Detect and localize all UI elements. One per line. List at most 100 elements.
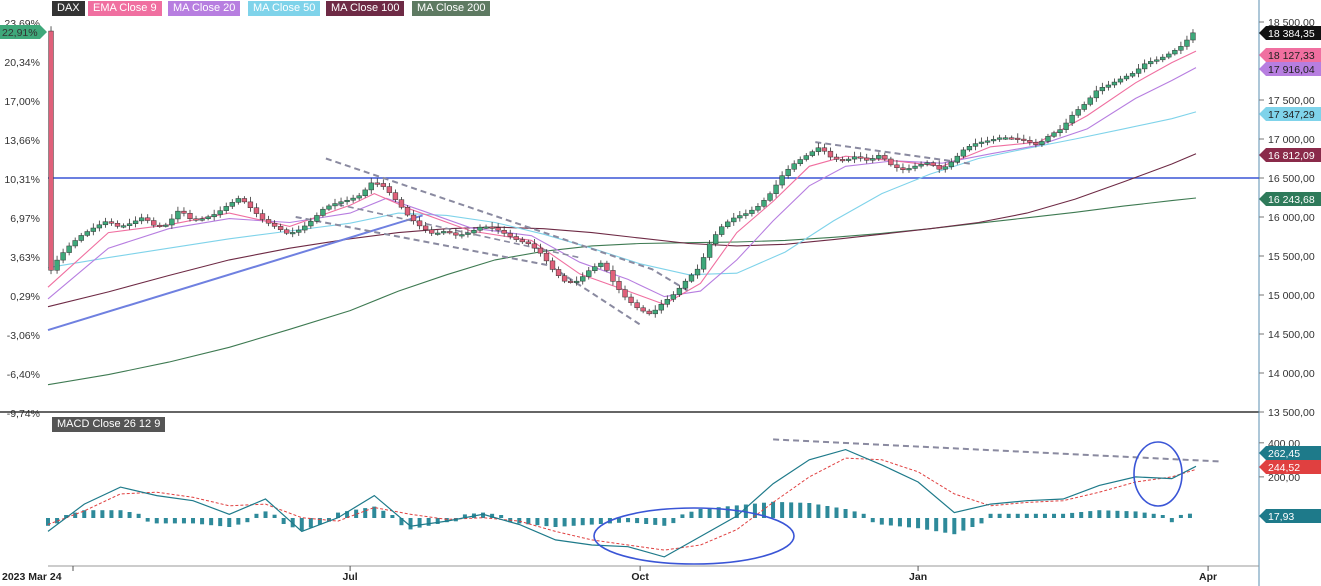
candle-body (737, 215, 743, 219)
legend-item[interactable]: MA Close 200 (412, 1, 491, 16)
candle-body (368, 182, 374, 191)
candle-body (694, 268, 701, 276)
macd-histogram-bar (789, 502, 794, 518)
macd-histogram-bar (1097, 510, 1102, 518)
macd-histogram-bar (635, 518, 640, 524)
candle-body (344, 199, 350, 203)
candle-body (259, 213, 266, 220)
last-value-badge (1259, 107, 1321, 121)
candle-body (773, 184, 779, 194)
macd-histogram-bar (816, 504, 821, 518)
macd-histogram-bar (1061, 513, 1066, 518)
candle-body (489, 226, 495, 229)
candle-body (785, 168, 791, 176)
macd-histogram-bar (145, 518, 150, 522)
candle-body (356, 195, 362, 199)
macd-histogram-bar (916, 518, 921, 529)
x-axis-tick: Jan (909, 571, 927, 583)
candle-body (676, 287, 683, 295)
ema-9-line (47, 50, 1197, 306)
macd-histogram-bar (345, 511, 350, 518)
candle-body (882, 155, 888, 160)
candle-body (815, 147, 822, 152)
macd-histogram-bar (979, 518, 984, 524)
candle-body (223, 206, 229, 211)
x-axis-tick: 2023 Mar 24 (2, 571, 62, 583)
macd-histogram-bar (1160, 515, 1165, 518)
candle-body (972, 143, 979, 147)
candle-body (870, 158, 876, 161)
candle-body (187, 213, 193, 220)
right-axis-tick: 14 500,00 (1268, 329, 1315, 341)
legend-item[interactable]: EMA Close 9 (88, 1, 162, 16)
candle-body (719, 226, 725, 235)
candle-body (574, 280, 580, 283)
candle-body (924, 162, 930, 165)
macd-histogram-bar (191, 518, 196, 524)
candle-body (1087, 97, 1093, 105)
candle-body (821, 147, 828, 152)
candle-body (422, 225, 429, 231)
macd-histogram-bar (1033, 513, 1038, 518)
candle-body (447, 231, 453, 234)
legend-item[interactable]: DAX (52, 1, 85, 16)
candle-body (477, 226, 483, 231)
macd-histogram-bar (444, 518, 449, 523)
candle-body (163, 224, 169, 227)
candle-body (435, 232, 441, 235)
candle-body (519, 239, 525, 243)
last-value-text: 18 384,35 (1268, 28, 1315, 40)
candle-body (978, 141, 985, 144)
candle-body (622, 289, 628, 298)
macd-histogram-bar (399, 518, 404, 526)
macd-histogram-bar (109, 510, 114, 518)
candle-body (990, 139, 997, 142)
candle-body (918, 164, 924, 167)
macd-histogram-bar (997, 513, 1002, 518)
x-axis-tick: Apr (1199, 571, 1217, 583)
candle-body (495, 227, 501, 231)
candle-body (1105, 84, 1112, 88)
macd-histogram-bar (761, 502, 766, 518)
left-axis-tick: -6,40% (7, 369, 40, 381)
macd-histogram-bar (490, 513, 495, 518)
macd-histogram-bar (136, 513, 141, 518)
right-axis-tick: 16 500,00 (1268, 173, 1315, 185)
candle-body (1063, 122, 1069, 130)
macd-histogram-bar (725, 506, 730, 518)
macd-histogram-bar (589, 518, 594, 525)
macd-value-text: 262,45 (1268, 448, 1300, 460)
candle-body (320, 208, 326, 216)
macd-histogram-bar (535, 518, 540, 526)
macd-histogram-bar (526, 518, 531, 525)
candle-body (948, 161, 954, 167)
candle-body (459, 234, 465, 237)
macd-histogram-bar (200, 518, 205, 525)
candle-body (555, 269, 562, 276)
candle-body (392, 192, 399, 200)
legend-item[interactable]: MA Close 100 (326, 1, 405, 16)
macd-histogram-bar (1106, 510, 1111, 518)
macd-histogram-bar (988, 513, 993, 518)
macd-histogram-bar (218, 518, 223, 527)
candle-body (864, 157, 870, 161)
macd-histogram-bar (879, 518, 884, 525)
legend-item[interactable]: MA Close 20 (168, 1, 241, 16)
macd-histogram-bar (499, 515, 504, 518)
legend-item[interactable]: MA Close 50 (248, 1, 321, 16)
candle-body (1069, 114, 1075, 124)
macd-line (47, 448, 1197, 558)
candle-body (453, 232, 459, 236)
candle-body (386, 186, 393, 193)
macd-histogram-bar (127, 512, 132, 518)
candle-body (507, 233, 513, 237)
candle-body (60, 252, 66, 261)
candle-body (120, 225, 127, 228)
candle-body (126, 223, 133, 226)
candle-body (151, 220, 157, 226)
candle-body (181, 210, 187, 214)
candle-body (942, 166, 948, 170)
candle-body (888, 158, 894, 166)
macd-histogram-bar (780, 502, 785, 518)
macd-label: MACD Close 26 12 9 (52, 417, 166, 432)
